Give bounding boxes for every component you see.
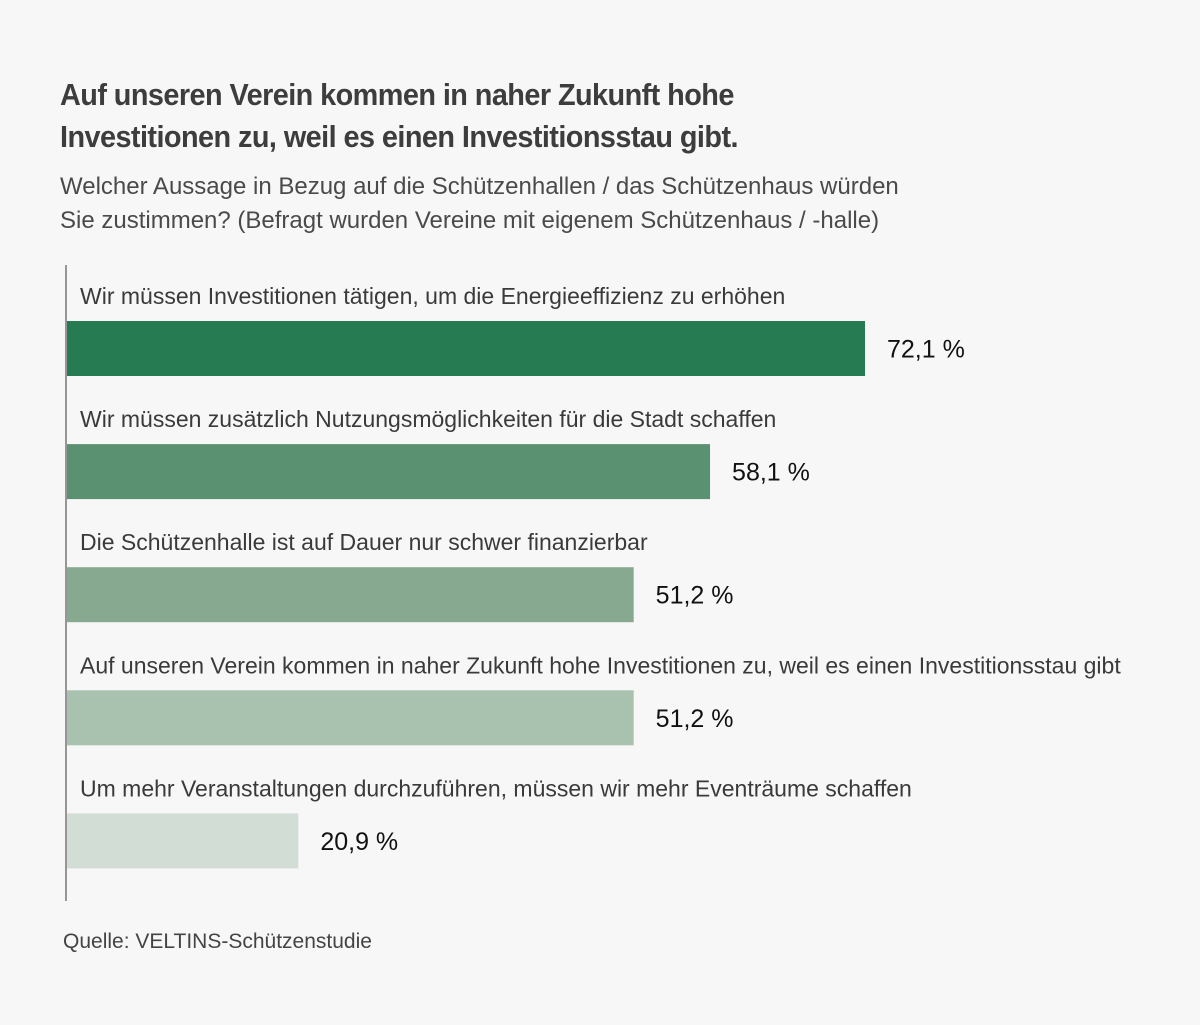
source-note: Quelle: VELTINS-Schützenstudie	[63, 930, 372, 953]
chart-subtitle-line-1: Welcher Aussage in Bezug auf die Schütze…	[60, 173, 899, 200]
category-label: Wir müssen zusätzlich Nutzungsmöglichkei…	[80, 406, 776, 432]
bar	[67, 444, 711, 500]
bar	[67, 690, 634, 746]
value-label: 20,9 %	[320, 828, 398, 856]
chart-title: Auf unseren Verein kommen in naher Zukun…	[60, 74, 738, 158]
value-label: 72,1 %	[887, 336, 965, 364]
bar	[67, 567, 634, 623]
category-label: Auf unseren Verein kommen in naher Zukun…	[80, 652, 1121, 678]
value-label: 51,2 %	[656, 582, 734, 610]
category-label: Wir müssen Investitionen tätigen, um die…	[80, 283, 785, 309]
chart-subtitle-line-2: Sie zustimmen? (Befragt wurden Vereine m…	[60, 207, 880, 234]
chart-subtitle: Welcher Aussage in Bezug auf die Schütze…	[60, 170, 899, 238]
bar	[67, 813, 299, 869]
value-label: 51,2 %	[656, 705, 734, 733]
category-label: Die Schützenhalle ist auf Dauer nur schw…	[80, 529, 648, 555]
bar	[67, 321, 865, 376]
value-label: 58,1 %	[732, 459, 810, 487]
chart-title-line-2: Investitionen zu, weil es einen Investit…	[60, 119, 738, 154]
category-label: Um mehr Veranstaltungen durchzuführen, m…	[80, 775, 912, 801]
chart-title-line-1: Auf unseren Verein kommen in naher Zukun…	[60, 77, 734, 112]
